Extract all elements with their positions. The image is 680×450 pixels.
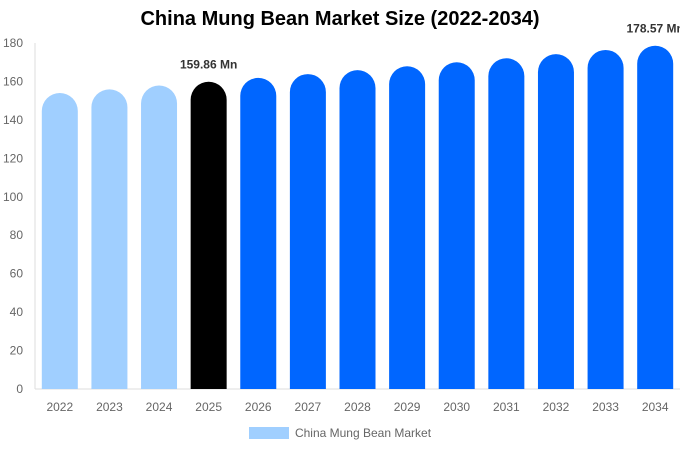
bar [339,70,376,389]
legend: China Mung Bean Market [0,426,680,440]
x-tick-label: 2026 [245,400,272,414]
y-tick-label: 20 [10,344,24,358]
bar [389,66,426,389]
x-tick-label: 2029 [394,400,421,414]
x-tick-label: 2031 [493,400,520,414]
bar [587,49,624,390]
x-tick-label: 2030 [443,400,470,414]
chart-title: China Mung Bean Market Size (2022-2034) [140,8,540,30]
legend-swatch [248,427,289,439]
bar [240,77,277,389]
x-tick-label: 2033 [592,400,619,414]
y-tick-label: 40 [10,305,24,319]
y-tick-label: 180 [3,36,23,50]
bar [41,92,78,389]
y-tick-label: 0 [16,382,23,396]
x-tick-label: 2034 [642,400,669,414]
bar [488,58,525,389]
y-tick-label: 140 [3,113,23,127]
data-label: 159.86 Mn [180,58,237,72]
y-tick-label: 120 [3,151,23,165]
bar [289,74,326,389]
x-tick-label: 2023 [96,400,123,414]
legend-label: China Mung Bean Market [294,426,432,440]
bar [637,45,674,389]
data-label: 178.57 Mn [627,22,680,36]
y-tick-label: 80 [10,228,24,242]
x-tick-label: 2032 [543,400,570,414]
bar [537,54,574,390]
y-tick-label: 60 [10,267,24,281]
x-tick-label: 2022 [46,400,73,414]
bar [438,62,475,389]
bar [91,89,128,389]
x-tick-label: 2024 [146,400,173,414]
x-tick-label: 2025 [195,400,222,414]
x-tick-label: 2028 [344,400,371,414]
x-tick-label: 2027 [295,400,322,414]
y-tick-label: 160 [3,74,23,88]
y-tick-label: 100 [3,190,23,204]
bar [141,85,178,390]
bar [190,81,227,389]
